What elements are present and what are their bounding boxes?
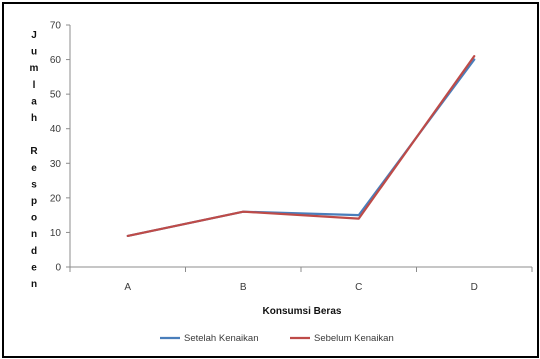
y-axis-title-letter: n	[31, 279, 37, 290]
series-line-0	[126, 58, 476, 237]
y-tick-label: 0	[55, 263, 61, 274]
x-tick-label: B	[240, 282, 247, 293]
y-tick-label: 20	[50, 193, 62, 204]
legend: Setelah Kenaikan Sebelum Kenaikan	[160, 333, 394, 344]
series-line-1	[126, 55, 476, 237]
y-tick-label: 10	[50, 228, 62, 239]
y-axis-title-letter: o	[31, 213, 37, 224]
y-axis-title-letter: e	[31, 262, 37, 273]
x-tick-label: C	[355, 282, 362, 293]
x-tick-label: D	[471, 282, 478, 293]
y-axis-title-letter: m	[30, 63, 39, 74]
y-tick-label: 40	[50, 124, 62, 135]
y-tick-label: 70	[50, 21, 62, 32]
y-axis-title-letter: R	[30, 146, 38, 157]
y-axis-title-letter: p	[31, 196, 37, 207]
y-axis-title-letter: e	[31, 163, 37, 174]
y-axis-title-letter: h	[31, 113, 37, 124]
y-tick-label: 60	[50, 55, 62, 66]
x-axis-ticks: A B C D	[124, 282, 477, 293]
x-axis-title: Konsumsi Beras	[263, 306, 342, 317]
y-axis-title-letter: a	[31, 96, 37, 107]
y-tick-label: 50	[50, 90, 62, 101]
y-axis-title-letter: l	[33, 80, 36, 91]
x-axis	[69, 266, 533, 272]
y-axis-title-letter: s	[31, 179, 37, 190]
y-axis-title-letter: d	[31, 246, 37, 257]
legend-label: Setelah Kenaikan	[184, 333, 258, 344]
y-axis-title-letter: n	[31, 229, 37, 240]
y-tick-label: 30	[50, 159, 62, 170]
y-axis-title-letter: J	[31, 30, 37, 41]
y-axis-title-letter: u	[31, 47, 37, 58]
series-lines	[126, 55, 476, 237]
legend-label: Sebelum Kenaikan	[314, 333, 394, 344]
x-tick-label: A	[124, 282, 131, 293]
y-axis-ticks: 0 10 20 30 40 50 60 70	[50, 21, 71, 274]
